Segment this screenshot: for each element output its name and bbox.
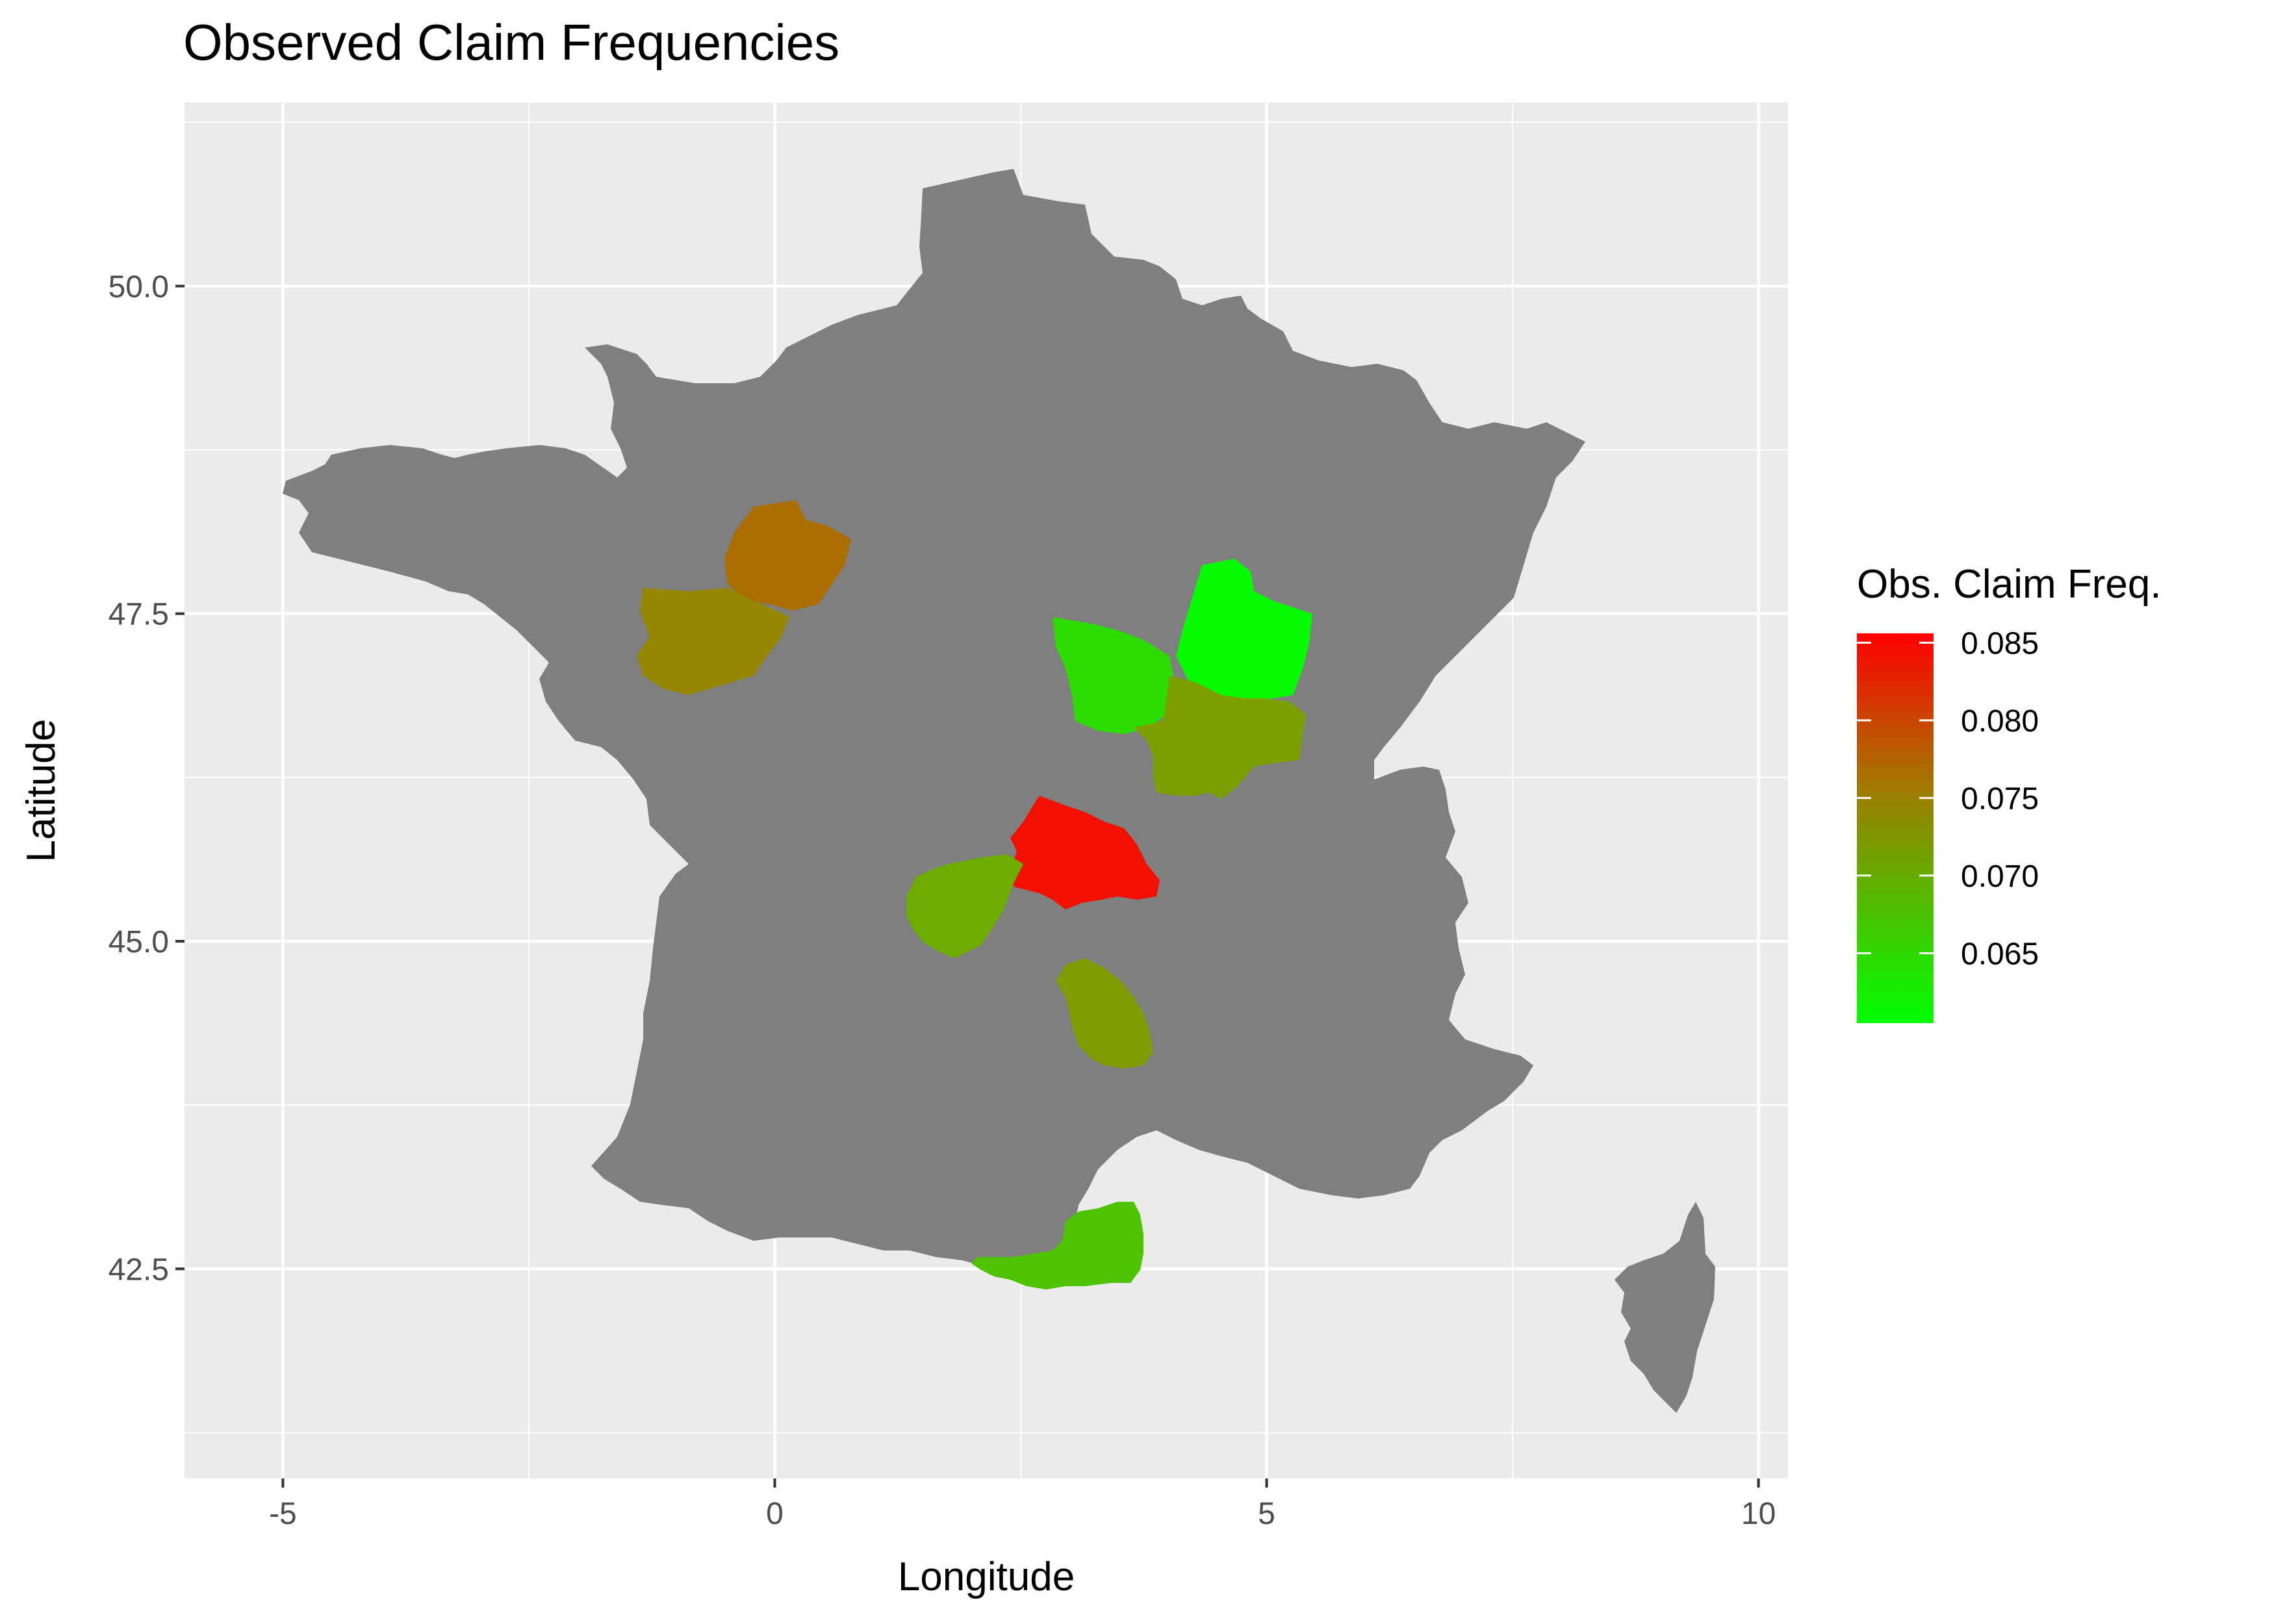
region-maine-et-loire [637,588,789,695]
france-mainland-shape [283,169,1585,1276]
legend-colorbar [1857,633,1934,1023]
axes: -5 0 5 10 42.5 45.0 47.5 50.0 [109,270,1776,1531]
legend-label: 0.075 [1961,781,2039,816]
y-tick-label: 47.5 [109,598,169,632]
region-cote-dor [1176,559,1312,705]
france-landmass [283,169,1715,1413]
y-tick-label: 45.0 [109,925,169,959]
highlighted-regions [637,500,1312,1289]
region-correze [906,854,1023,958]
region-sarthe [724,500,851,611]
x-tick-label: -5 [269,1497,297,1531]
chart-title: Observed Claim Frequencies [183,14,840,71]
legend-label: 0.070 [1961,859,2039,894]
corsica-shape [1615,1202,1715,1413]
x-tick-label: 10 [1741,1497,1776,1531]
y-tick-label: 50.0 [109,270,169,304]
y-axis-title: Latitude [19,719,64,863]
x-tick-label: 5 [1258,1497,1275,1531]
region-puy-de-dome [1010,796,1160,909]
legend-label: 0.085 [1961,626,2039,661]
region-lozere [1056,958,1153,1069]
legend-label: 0.065 [1961,937,2039,971]
legend-ticks: 0.065 0.070 0.075 0.080 0.085 [1857,626,2039,971]
x-axis-title: Longitude [898,1554,1075,1599]
legend-title: Obs. Claim Freq. [1857,562,2162,607]
legend: Obs. Claim Freq. 0.0650.0700.0750.0800.0… [1857,562,2162,1023]
region-pyrenees-orientales [971,1202,1143,1289]
y-tick-label: 42.5 [109,1252,169,1287]
x-tick-label: 0 [766,1497,784,1531]
region-saone-et-loire [1134,676,1306,799]
legend-label: 0.080 [1961,704,2039,739]
region-nievre [1053,617,1176,734]
